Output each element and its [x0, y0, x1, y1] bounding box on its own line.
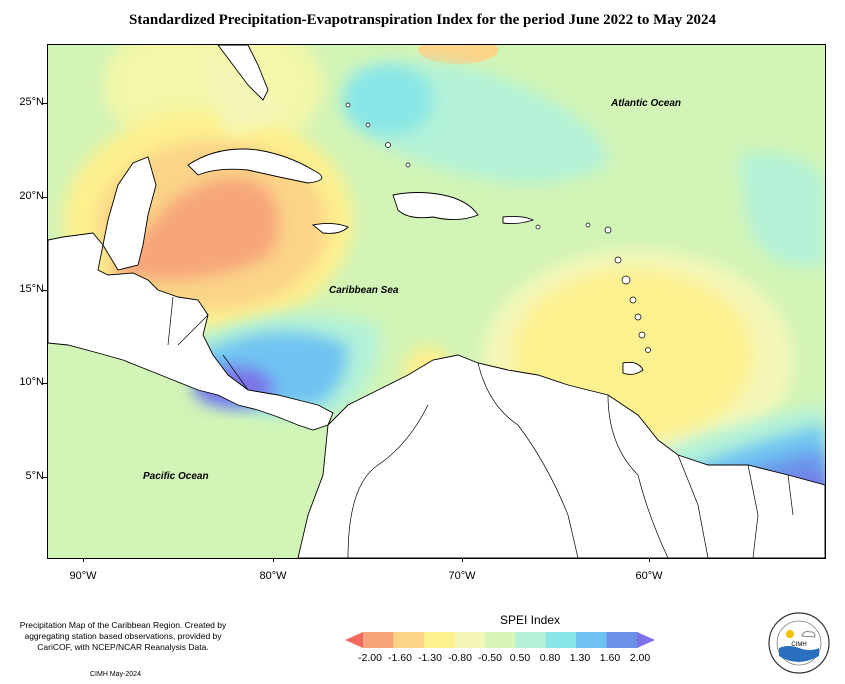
cloud-icon [801, 631, 816, 638]
legend-swatch [545, 632, 577, 648]
legend-label: 1.60 [599, 652, 621, 664]
land-yucatan [102, 156, 157, 271]
country-borders [167, 296, 794, 558]
wet-region-atlantic [198, 50, 825, 267]
land-trinidad [622, 361, 644, 375]
map-title: Standardized Precipitation-Evapotranspir… [129, 12, 716, 28]
lat-tick-mark [43, 383, 47, 384]
land-cuba [187, 148, 323, 184]
legend-title: SPEI Index [499, 613, 561, 627]
land-jamaica [311, 222, 349, 234]
legend-swatch [393, 632, 425, 648]
label-pacific-ocean: Pacific Ocean [143, 471, 209, 482]
map-description: Precipitation Map of the Caribbean Regio… [19, 620, 227, 652]
legend-swatch [454, 632, 486, 648]
land-masses [48, 45, 825, 558]
lon-tick-mark [462, 558, 463, 562]
legend-swatch [363, 632, 394, 648]
lat-tick-mark [43, 477, 47, 478]
cimh-logo: CIMH [768, 612, 830, 674]
legend-swatch [515, 632, 547, 648]
land-south-america [297, 354, 825, 558]
lat-tick-mark [43, 103, 47, 104]
legend-swatch [423, 632, 455, 648]
lat-tick-mark [43, 197, 47, 198]
legend-label: 0.50 [509, 652, 531, 664]
lat-tick-label: 25°N [19, 96, 44, 108]
land-hispaniola [392, 192, 479, 220]
water-icon [779, 646, 819, 662]
land-central-america [48, 232, 334, 431]
legend-label: -1.60 [388, 652, 412, 664]
lon-tick-mark [83, 558, 84, 562]
label-caribbean-sea: Caribbean Sea [329, 285, 399, 296]
lat-tick-label: 5°N [25, 470, 44, 482]
lon-tick-mark [273, 558, 274, 562]
lat-tick-mark [43, 290, 47, 291]
legend-swatch [576, 632, 608, 648]
legend-label: 1.30 [569, 652, 591, 664]
lon-tick-label: 80°W [259, 570, 287, 582]
spei-map [48, 45, 825, 558]
legend-label: -0.50 [478, 652, 502, 664]
map-credit: CIMH May-2024 [90, 671, 141, 678]
sun-icon [786, 630, 794, 638]
map-area: Atlantic Ocean Caribbean Sea Pacific Oce… [47, 44, 826, 559]
legend-colorbar [345, 632, 655, 648]
lon-tick-label: 60°W [635, 570, 663, 582]
lon-tick-label: 70°W [448, 570, 476, 582]
land-florida [217, 45, 269, 101]
legend-label: -2.00 [358, 652, 382, 664]
legend-swatch [345, 632, 363, 648]
svg-text:CIMH: CIMH [791, 642, 806, 648]
legend-swatch [637, 632, 655, 648]
legend-swatch [484, 632, 516, 648]
legend-labels: -2.00 -1.60 -1.30 -0.80 -0.50 0.50 0.80 … [352, 652, 652, 666]
land-puerto-rico [502, 215, 535, 225]
lat-tick-label: 15°N [19, 283, 44, 295]
anomaly-region [418, 45, 498, 64]
lesser-antilles [345, 102, 651, 353]
label-atlantic-ocean: Atlantic Ocean [611, 98, 682, 109]
legend-swatch [606, 632, 638, 648]
legend-label: -0.80 [448, 652, 472, 664]
lat-tick-label: 10°N [19, 376, 44, 388]
lon-tick-mark [649, 558, 650, 562]
lon-tick-label: 90°W [69, 570, 97, 582]
legend-label: 0.80 [539, 652, 561, 664]
lat-tick-label: 20°N [19, 190, 44, 202]
legend-label: 2.00 [629, 652, 651, 664]
legend-label: -1.30 [418, 652, 442, 664]
